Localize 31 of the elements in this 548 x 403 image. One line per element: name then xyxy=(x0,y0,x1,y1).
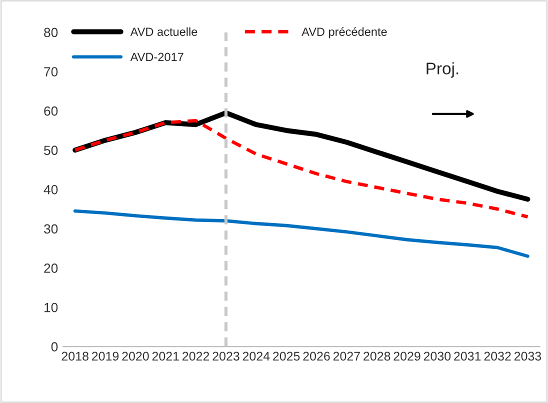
y-tick-label: 10 xyxy=(44,302,58,312)
y-tick-label: 30 xyxy=(44,224,58,234)
y-tick-label: 20 xyxy=(44,264,58,273)
x-tick-label: 2023 xyxy=(212,352,240,361)
x-tick-label: 2026 xyxy=(303,352,330,361)
x-tick-label: 2021 xyxy=(152,352,179,361)
x-tick-label: 2029 xyxy=(394,352,420,361)
x-tick-label: 2022 xyxy=(182,352,210,361)
x-tick-label: 2031 xyxy=(454,352,481,361)
y-tick-label: 0 xyxy=(51,342,58,352)
legend-label: AVD précédente xyxy=(302,27,387,38)
y-tick-label: 60 xyxy=(44,106,58,116)
x-tick-label: 2020 xyxy=(122,352,149,361)
x-tick-label: 2025 xyxy=(273,352,300,361)
x-tick-label: 2032 xyxy=(484,352,511,361)
y-tick-label: 70 xyxy=(44,67,58,76)
x-tick-label: 2028 xyxy=(364,352,390,361)
legend-label: AVD actuelle xyxy=(130,27,198,36)
x-tick-label: 2030 xyxy=(424,352,451,361)
x-tick-label: 2019 xyxy=(92,352,119,361)
y-tick-label: 50 xyxy=(44,146,58,156)
line-series xyxy=(73,209,530,258)
x-tick-label: 2018 xyxy=(62,352,88,361)
line-series xyxy=(73,118,530,219)
legend-label: AVD-2017 xyxy=(130,52,184,62)
y-tick-label: 80 xyxy=(44,28,58,38)
x-tick-label: 2033 xyxy=(514,352,542,361)
x-tick-label: 2027 xyxy=(333,352,360,361)
x-tick-label: 2024 xyxy=(242,352,270,361)
annotation: Proj. xyxy=(426,62,458,78)
y-tick-label: 40 xyxy=(44,184,58,194)
